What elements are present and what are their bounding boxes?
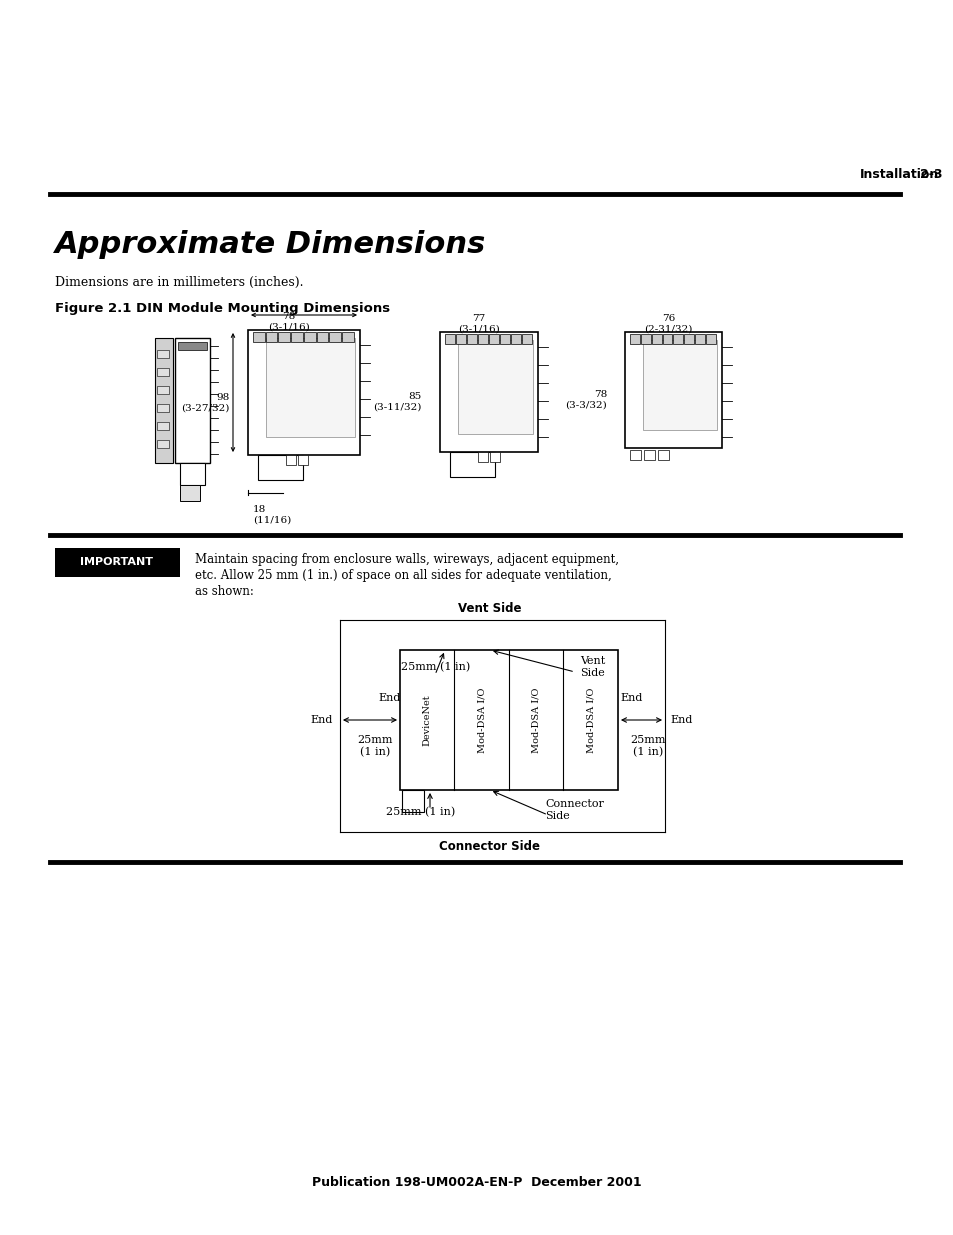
Bar bbox=[456, 333, 465, 345]
Text: 25mm (1 in): 25mm (1 in) bbox=[400, 662, 470, 672]
Bar bbox=[662, 333, 672, 345]
Bar bbox=[157, 350, 169, 358]
Bar bbox=[157, 404, 169, 412]
Bar bbox=[180, 463, 205, 485]
Bar bbox=[439, 332, 537, 452]
Bar bbox=[467, 333, 476, 345]
Bar bbox=[178, 342, 207, 350]
Text: Vent
Side: Vent Side bbox=[579, 656, 604, 678]
Text: Installation: Installation bbox=[859, 168, 939, 182]
Text: 77
(3-1/16): 77 (3-1/16) bbox=[457, 314, 499, 333]
Text: End: End bbox=[620, 693, 642, 703]
Bar bbox=[342, 332, 354, 342]
Bar bbox=[55, 548, 180, 577]
Bar bbox=[673, 333, 682, 345]
Bar bbox=[624, 332, 721, 448]
Bar bbox=[450, 452, 495, 477]
Text: DeviceNet: DeviceNet bbox=[422, 694, 432, 746]
Bar bbox=[297, 454, 308, 466]
Bar bbox=[643, 450, 655, 459]
Bar bbox=[489, 333, 498, 345]
Text: End: End bbox=[670, 715, 693, 725]
Text: Dimensions are in millimeters (inches).: Dimensions are in millimeters (inches). bbox=[55, 275, 303, 289]
Bar bbox=[658, 450, 668, 459]
Bar bbox=[180, 485, 200, 501]
Bar bbox=[490, 452, 499, 462]
Bar bbox=[457, 340, 533, 433]
Bar bbox=[304, 332, 315, 342]
Text: 25mm
(1 in): 25mm (1 in) bbox=[630, 735, 665, 757]
Bar bbox=[253, 332, 265, 342]
Bar bbox=[157, 422, 169, 430]
Bar bbox=[316, 332, 328, 342]
Bar bbox=[477, 452, 488, 462]
Bar bbox=[640, 333, 650, 345]
Bar bbox=[444, 333, 455, 345]
Text: IMPORTANT: IMPORTANT bbox=[80, 557, 153, 567]
Text: Mod-DSA I/O: Mod-DSA I/O bbox=[476, 688, 486, 752]
Bar bbox=[266, 332, 277, 342]
Bar bbox=[329, 332, 341, 342]
Text: 2-3: 2-3 bbox=[919, 168, 942, 182]
Bar bbox=[651, 333, 661, 345]
Text: 78
(3-3/32): 78 (3-3/32) bbox=[565, 390, 606, 410]
Bar bbox=[401, 790, 423, 811]
Bar bbox=[157, 440, 169, 448]
Text: Publication 198-UM002A-EN-P  December 2001: Publication 198-UM002A-EN-P December 200… bbox=[312, 1176, 641, 1188]
Text: Maintain spacing from enclosure walls, wireways, adjacent equipment,: Maintain spacing from enclosure walls, w… bbox=[194, 553, 618, 566]
Bar bbox=[266, 338, 355, 437]
Text: 78
(3-1/16): 78 (3-1/16) bbox=[268, 312, 310, 331]
Text: Vent Side: Vent Side bbox=[457, 601, 521, 615]
Text: Figure 2.1 DIN Module Mounting Dimensions: Figure 2.1 DIN Module Mounting Dimension… bbox=[55, 303, 390, 315]
Text: Mod-DSA I/O: Mod-DSA I/O bbox=[586, 688, 595, 752]
Text: Mod-DSA I/O: Mod-DSA I/O bbox=[531, 688, 540, 752]
Bar bbox=[286, 454, 295, 466]
Text: 25mm
(1 in): 25mm (1 in) bbox=[356, 735, 393, 757]
Bar bbox=[154, 338, 172, 463]
Bar bbox=[629, 333, 639, 345]
Text: Connector
Side: Connector Side bbox=[544, 799, 603, 821]
Bar bbox=[499, 333, 510, 345]
Text: as shown:: as shown: bbox=[194, 585, 253, 598]
Bar bbox=[683, 333, 694, 345]
Text: 25mm (1 in): 25mm (1 in) bbox=[385, 806, 455, 818]
Bar bbox=[705, 333, 716, 345]
Bar bbox=[477, 333, 488, 345]
Bar bbox=[629, 450, 640, 459]
Bar bbox=[511, 333, 520, 345]
Text: Connector Side: Connector Side bbox=[439, 840, 540, 853]
Bar bbox=[695, 333, 704, 345]
Bar bbox=[291, 332, 303, 342]
Text: 18
(11/16): 18 (11/16) bbox=[253, 505, 291, 525]
Bar bbox=[642, 340, 717, 430]
Bar bbox=[174, 338, 210, 463]
Text: 98
(3-27/32): 98 (3-27/32) bbox=[181, 393, 230, 412]
Text: End: End bbox=[378, 693, 401, 703]
Bar bbox=[248, 330, 359, 454]
Text: Approximate Dimensions: Approximate Dimensions bbox=[55, 230, 486, 259]
Bar bbox=[521, 333, 532, 345]
Bar bbox=[157, 368, 169, 375]
Bar bbox=[399, 650, 618, 790]
Bar bbox=[257, 454, 303, 480]
Text: 76
(2-31/32): 76 (2-31/32) bbox=[643, 314, 692, 333]
Bar bbox=[278, 332, 290, 342]
Text: etc. Allow 25 mm (1 in.) of space on all sides for adequate ventilation,: etc. Allow 25 mm (1 in.) of space on all… bbox=[194, 569, 611, 582]
Bar bbox=[157, 387, 169, 394]
Text: End: End bbox=[311, 715, 333, 725]
Text: 85
(3-11/32): 85 (3-11/32) bbox=[374, 393, 421, 411]
